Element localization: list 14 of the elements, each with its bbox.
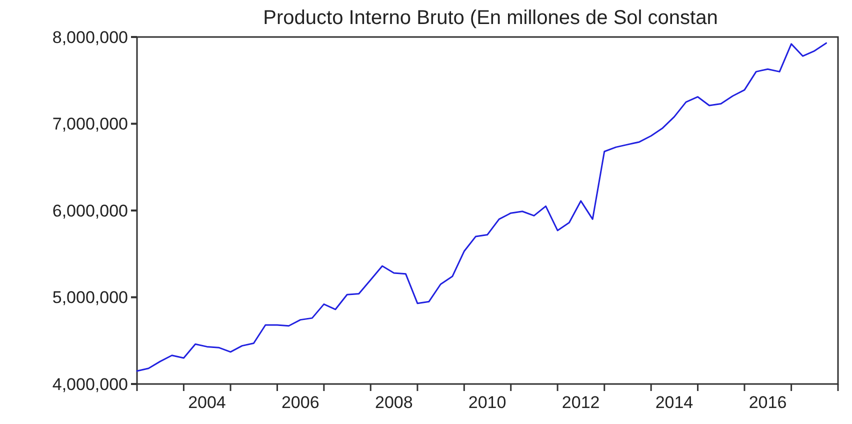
y-tick-label: 6,000,000 [52,201,128,220]
chart-title: Producto Interno Bruto (En millones de Sol constan [263,7,718,29]
y-tick-label: 7,000,000 [52,114,128,134]
y-tick-label: 8,000,000 [52,28,128,47]
y-tick-label: 4,000,000 [52,374,128,394]
x-tick-label: 2006 [281,393,320,412]
x-tick-label: 2016 [748,393,787,412]
x-tick-label: 2012 [562,393,600,412]
x-tick-label: 2010 [468,393,506,412]
x-tick-label: 2004 [188,393,226,412]
y-tick-label: 5,000,000 [52,288,128,308]
x-tick-label: 2008 [374,393,413,412]
line-series [136,42,827,372]
x-tick-label: 2014 [655,393,694,412]
